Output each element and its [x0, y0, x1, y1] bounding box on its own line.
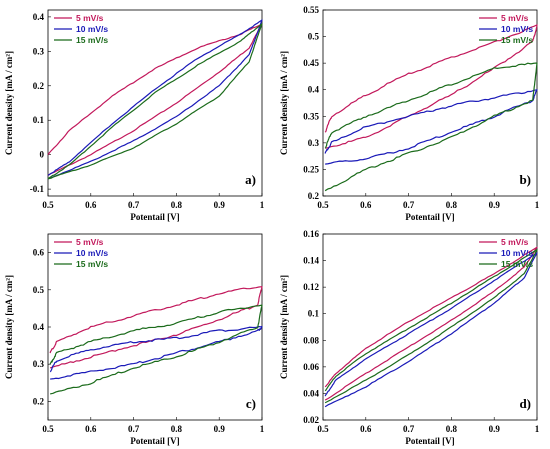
series-line-15-mv-s — [324, 249, 538, 404]
y-tick-label: -0.1 — [30, 184, 45, 194]
chart-panel-c: 0.5 0.6 0.7 0.8 0.9 1 0.2 0.3 0.4 0.5 0.6 Potentail… — [4, 233, 265, 446]
y-tick-label: 0.25 — [303, 164, 319, 174]
y-tick-label: 0.3 — [33, 359, 45, 369]
y-tick-label: 0.3 — [308, 138, 320, 148]
series-line-10-mv-s — [47, 19, 263, 180]
y-tick-label: 0.04 — [303, 388, 319, 398]
y-tick-label: 0.6 — [33, 248, 45, 258]
y-tick-label: 0.16 — [303, 229, 319, 239]
x-tick-label: 0.8 — [171, 424, 183, 434]
y-tick-label: 0.14 — [303, 256, 319, 266]
x-tick-label: 0.6 — [360, 200, 372, 210]
y-tick-label: 0.35 — [303, 111, 319, 121]
x-tick-label: 0.7 — [403, 424, 415, 434]
series-line-5-mv-s — [49, 286, 263, 369]
series-line-15-mv-s — [324, 62, 538, 192]
y-tick-label: 0.12 — [303, 282, 319, 292]
plot-frame — [47, 9, 263, 197]
x-axis-label: Potentail [V] — [405, 212, 454, 222]
x-tick-label: 0.9 — [214, 200, 226, 210]
x-tick-label: 0.9 — [489, 200, 501, 210]
y-tick-label: 0.55 — [303, 5, 319, 15]
x-tick-label: 0.7 — [128, 424, 140, 434]
x-tick-label: 0.5 — [317, 424, 329, 434]
legend-label: 10 mV/s — [501, 248, 533, 258]
series-line-5-mv-s — [324, 246, 538, 401]
x-tick-label: 0.9 — [489, 424, 501, 434]
y-tick-label: 0.02 — [303, 415, 319, 425]
legend-label: 15 mV/s — [76, 259, 108, 269]
x-tick-label: 1 — [260, 424, 265, 434]
y-axis-label: Current density [mA / cm²] — [279, 51, 289, 155]
x-tick-label: 0.5 — [317, 200, 329, 210]
chart-panel-b: 0.5 0.6 0.7 0.8 0.9 1 0.2 0.25 0.3 0.35 0.4 0.45 0.5… — [279, 5, 540, 222]
legend-label: 5 mV/s — [501, 13, 529, 23]
plot-frame — [322, 9, 538, 197]
y-tick-label: 0.3 — [33, 46, 45, 56]
x-tick-label: 0.6 — [85, 424, 97, 434]
y-tick-label: 0.08 — [303, 335, 319, 345]
x-tick-label: 1 — [535, 424, 540, 434]
legend-label: 5 mV/s — [501, 237, 529, 247]
x-tick-label: 1 — [260, 200, 265, 210]
x-axis-label: Potentail [V] — [130, 212, 179, 222]
series-line-10-mv-s — [49, 325, 263, 380]
legend-label: 15 mV/s — [501, 259, 533, 269]
x-tick-label: 0.6 — [360, 424, 372, 434]
x-tick-label: 1 — [535, 200, 540, 210]
y-tick-label: 0.5 — [308, 32, 320, 42]
y-tick-label: 0 — [40, 150, 45, 160]
x-axis-label: Potentail [V] — [130, 436, 179, 446]
y-tick-label: 0.2 — [33, 81, 45, 91]
legend-label: 10 mV/s — [76, 24, 108, 34]
series-line-15-mv-s — [49, 304, 263, 395]
legend-label: 15 mV/s — [501, 35, 533, 45]
panel-tag: c) — [246, 396, 256, 411]
panel-tag: b) — [519, 172, 531, 187]
y-tick-label: 0.06 — [303, 362, 319, 372]
x-tick-label: 0.7 — [128, 200, 140, 210]
y-tick-label: 0.4 — [33, 322, 45, 332]
legend-label: 10 mV/s — [501, 24, 533, 34]
legend-label: 15 mV/s — [76, 35, 108, 45]
y-axis-label: Current density [mA / cm²] — [4, 51, 14, 155]
y-tick-label: 0.2 — [33, 396, 45, 406]
series-line-10-mv-s — [324, 252, 538, 408]
plot-frame — [322, 233, 538, 421]
y-tick-label: 0.4 — [308, 85, 320, 95]
y-axis-label: Current density [mA / cm²] — [279, 275, 289, 379]
y-tick-label: 0.1 — [33, 115, 45, 125]
x-axis-label: Potentail [V] — [405, 436, 454, 446]
x-tick-label: 0.8 — [171, 200, 183, 210]
panel-tag: a) — [245, 172, 256, 187]
y-tick-label: 0.4 — [33, 12, 45, 22]
y-tick-label: 0.1 — [308, 309, 320, 319]
x-tick-label: 0.9 — [214, 424, 226, 434]
legend-label: 10 mV/s — [76, 248, 108, 258]
x-tick-label: 0.8 — [446, 200, 458, 210]
x-tick-label: 0.7 — [403, 200, 415, 210]
x-tick-label: 0.6 — [85, 200, 97, 210]
y-tick-label: 0.2 — [308, 191, 320, 201]
chart-panel-a: 0.5 0.6 0.7 0.8 0.9 1 -0.1 0 0.1 0.2 0.3 0.4 Potenta… — [4, 9, 265, 222]
series-line-10-mv-s — [324, 89, 538, 165]
y-tick-label: 0.5 — [33, 285, 45, 295]
legend-label: 5 mV/s — [76, 13, 104, 23]
x-tick-label: 0.5 — [42, 424, 54, 434]
panel-tag: d) — [519, 396, 531, 411]
x-tick-label: 0.5 — [42, 200, 54, 210]
y-axis-label: Current density [mA / cm²] — [4, 275, 14, 379]
y-tick-label: 0.45 — [303, 58, 319, 68]
legend-label: 5 mV/s — [76, 237, 104, 247]
x-tick-label: 0.8 — [446, 424, 458, 434]
chart-panel-d: 0.5 0.6 0.7 0.8 0.9 1 0.02 0.04 0.06 0.08 0.1 0.12 0… — [279, 229, 540, 446]
series-line-15-mv-s — [47, 23, 263, 180]
